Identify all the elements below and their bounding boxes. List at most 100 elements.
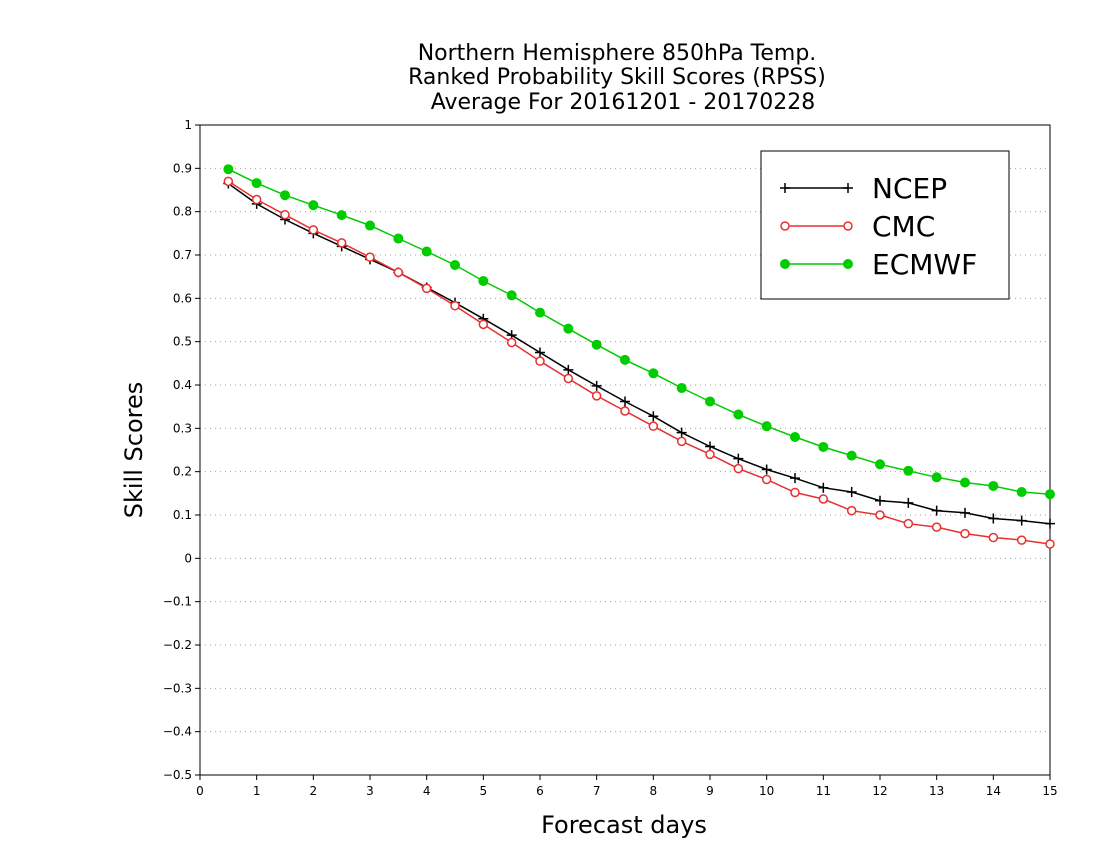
series-layer <box>223 164 1055 549</box>
data-point-ecmwf <box>421 246 432 257</box>
y-tick-label: −0.5 <box>163 768 192 782</box>
data-point-cmc <box>251 194 262 205</box>
legend-label-ncep: NCEP <box>872 172 947 205</box>
data-point-ncep <box>563 364 574 375</box>
series-cmc <box>223 176 1055 549</box>
data-point-cmc <box>223 176 234 187</box>
data-point-cmc <box>988 532 999 543</box>
data-point-cmc <box>280 209 290 220</box>
series-ecmwf <box>223 164 1055 500</box>
data-point-ecmwf <box>478 276 489 286</box>
data-point-cmc <box>591 391 602 401</box>
x-tick-label: 13 <box>929 784 944 798</box>
y-axis-label: Skill Scores <box>120 382 148 519</box>
data-point-cmc <box>875 510 885 520</box>
legend-item-ncep: NCEP <box>780 172 947 205</box>
data-point-cmc <box>1045 539 1055 549</box>
data-point-ecmwf <box>761 421 772 432</box>
x-tick-label: 5 <box>480 784 488 798</box>
data-point-ecmwf <box>336 210 347 221</box>
y-tick-label: 0.5 <box>173 335 192 349</box>
y-tick-label: −0.3 <box>163 681 192 695</box>
data-point-ecmwf <box>790 432 800 442</box>
data-point-ecmwf <box>931 472 942 483</box>
data-point-ncep <box>931 505 942 516</box>
y-tick-label: −0.4 <box>163 725 192 739</box>
data-point-cmc <box>421 283 432 294</box>
legend-marker <box>843 259 853 269</box>
data-point-cmc <box>676 436 687 447</box>
data-point-cmc <box>960 528 970 539</box>
data-point-cmc <box>620 406 630 416</box>
data-point-cmc <box>818 494 829 504</box>
data-point-ecmwf <box>450 259 460 270</box>
data-point-ncep <box>790 473 800 484</box>
y-tick-label: 0.2 <box>173 465 192 479</box>
data-point-ecmwf <box>308 200 319 211</box>
data-point-ecmwf <box>733 409 744 420</box>
legend-label-ecmwf: ECMWF <box>872 248 977 281</box>
legend-item-cmc: CMC <box>780 210 935 243</box>
data-point-ecmwf <box>705 396 715 407</box>
x-tick-label: 4 <box>423 784 431 798</box>
chart-title-line-3: Average For 20161201 - 20170228 <box>431 90 816 115</box>
data-point-ecmwf <box>818 441 829 452</box>
y-tick-label: 0.6 <box>173 291 192 305</box>
plot-frame <box>199 124 1051 776</box>
data-point-cmc <box>393 267 404 278</box>
data-point-cmc <box>563 373 574 384</box>
x-axis-label: Forecast days <box>541 811 707 839</box>
data-point-ecmwf <box>535 307 545 318</box>
data-point-cmc <box>705 449 715 460</box>
data-point-ncep <box>960 507 970 518</box>
data-point-ncep <box>818 482 829 493</box>
data-point-ecmwf <box>620 354 630 365</box>
legend-marker <box>780 183 790 193</box>
data-point-ncep <box>648 411 659 422</box>
data-point-ecmwf <box>846 450 857 461</box>
data-point-cmc <box>450 300 460 311</box>
data-point-cmc <box>308 225 319 235</box>
data-point-ecmwf <box>1045 489 1055 500</box>
legend-marker <box>780 259 790 269</box>
data-point-ecmwf <box>903 465 914 476</box>
data-point-cmc <box>1016 535 1027 545</box>
y-tick-label: 0.8 <box>173 205 192 219</box>
x-tick-label: 1 <box>253 784 261 798</box>
x-tick-label: 14 <box>986 784 1001 798</box>
data-point-ecmwf <box>960 477 970 488</box>
x-tick-label: 12 <box>872 784 887 798</box>
y-tick-label: −0.1 <box>163 595 192 609</box>
data-point-ncep <box>676 427 687 438</box>
data-point-cmc <box>478 319 489 330</box>
data-point-ecmwf <box>591 339 602 350</box>
data-point-cmc <box>903 518 914 529</box>
data-point-cmc <box>535 356 545 366</box>
data-point-ncep <box>620 396 630 407</box>
y-tick-label: −0.2 <box>163 638 192 652</box>
x-tick-label: 15 <box>1042 784 1057 798</box>
data-point-ncep <box>1016 515 1027 526</box>
y-tick-label: 0.7 <box>173 248 192 262</box>
chart-title-line-2: Ranked Probability Skill Scores (RPSS) <box>408 65 826 90</box>
data-point-ecmwf <box>393 233 404 244</box>
data-point-ncep <box>846 487 857 498</box>
data-point-cmc <box>846 505 857 516</box>
legend-marker <box>780 221 790 231</box>
y-tick-label: 0.9 <box>173 161 192 175</box>
legend-item-ecmwf: ECMWF <box>780 248 977 281</box>
data-point-ecmwf <box>365 220 375 231</box>
y-tick-label: 0.3 <box>173 421 192 435</box>
data-point-ecmwf <box>988 480 999 491</box>
data-point-ncep <box>1045 518 1055 529</box>
legend-box <box>760 150 1010 300</box>
x-tick-label: 7 <box>593 784 601 798</box>
data-point-ncep <box>903 497 914 508</box>
x-tick-label: 11 <box>816 784 831 798</box>
data-point-cmc <box>365 252 375 262</box>
legend-marker <box>843 183 853 193</box>
legend-marker <box>843 221 853 231</box>
chart-title-line-1: Northern Hemisphere 850hPa Temp. <box>418 41 817 66</box>
grid-lines <box>200 167 1050 733</box>
